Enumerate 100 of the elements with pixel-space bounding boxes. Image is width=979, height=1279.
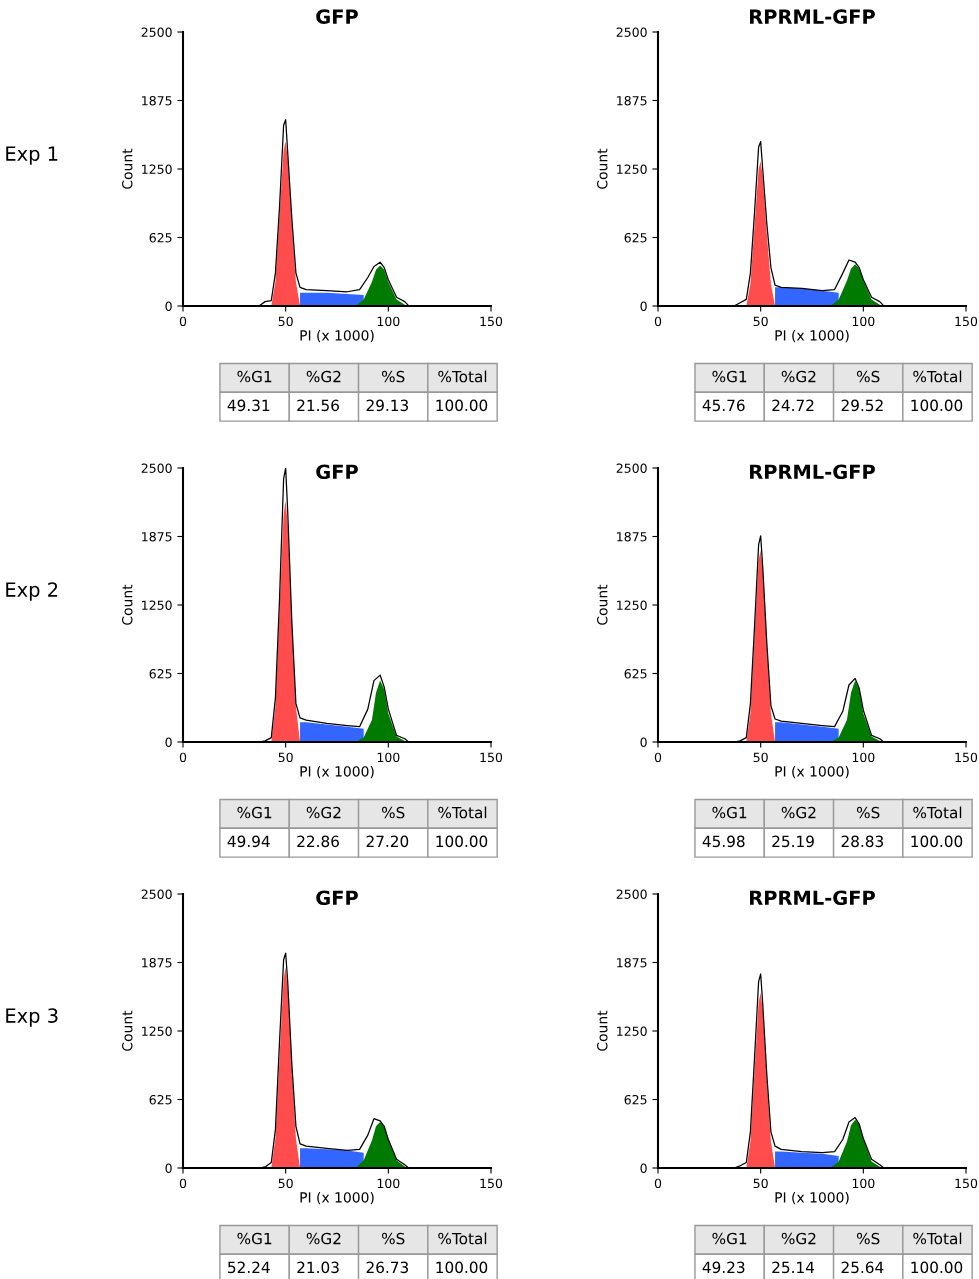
text: %S: [381, 806, 405, 819]
y-tick-label: 625: [149, 232, 172, 243]
chart-title: GFP: [316, 9, 358, 24]
text: 100.00: [436, 1261, 488, 1274]
text: 24.72: [772, 399, 814, 411]
y-tick-label: 1250: [142, 164, 172, 174]
chart-title: GFP: [316, 464, 358, 480]
x-tick-label: 0: [179, 752, 187, 763]
chart-title: RPRML-GFP: [750, 890, 875, 906]
x-tick-label: 150: [955, 752, 978, 763]
text: %Total: [438, 370, 487, 383]
y-tick-label: 0: [165, 301, 172, 311]
text: %S: [856, 806, 880, 819]
text: %S: [856, 1232, 880, 1245]
text: %Total: [438, 806, 487, 819]
x-axis-title: PI (x 1000): [300, 1191, 374, 1205]
x-tick-label: 150: [480, 752, 503, 763]
text: 45.76: [702, 399, 745, 412]
x-tick-label: 50: [278, 316, 293, 327]
y-axis-title: Count: [597, 1010, 608, 1051]
y-tick-label: 1875: [617, 531, 647, 542]
y-tick-label: 2500: [616, 463, 647, 473]
chart-title: GFP: [316, 890, 358, 906]
x-tick-label: 100: [377, 752, 400, 763]
text: 26.73: [366, 1261, 408, 1274]
y-tick-label: 2500: [616, 889, 647, 899]
y-tick-label: 1250: [617, 1026, 647, 1036]
text: %Total: [438, 1232, 487, 1245]
y-tick-label: 1875: [617, 957, 647, 968]
x-tick-label: 100: [852, 316, 875, 327]
y-tick-label: 625: [149, 1094, 172, 1105]
x-tick-label: 0: [179, 316, 187, 327]
x-axis-title: PI (x 1000): [300, 765, 374, 779]
text: Exp 1: [6, 146, 58, 165]
x-tick-label: 150: [480, 1178, 503, 1189]
text: 25.14: [772, 1261, 815, 1274]
y-tick-label: 0: [165, 737, 172, 747]
y-tick-label: 1875: [142, 957, 172, 968]
text: %Total: [913, 1232, 962, 1245]
x-tick-label: 50: [753, 1178, 768, 1189]
text: %G2: [781, 370, 816, 383]
x-axis-title: PI (x 1000): [300, 329, 374, 343]
text: %G2: [306, 370, 341, 383]
y-axis-title: Count: [122, 148, 133, 189]
text: %G1: [712, 370, 747, 383]
y-tick-label: 2500: [141, 463, 172, 473]
y-tick-label: 625: [624, 232, 647, 243]
x-axis-title: PI (x 1000): [775, 765, 849, 779]
x-axis-title: PI (x 1000): [775, 329, 849, 343]
y-axis-title: Count: [122, 584, 133, 625]
text: %G1: [237, 370, 272, 383]
y-tick-label: 1250: [142, 600, 172, 610]
text: 29.52: [841, 399, 883, 412]
text: 28.83: [841, 835, 883, 848]
y-tick-label: 1875: [617, 95, 647, 106]
text: 27.20: [366, 835, 409, 848]
y-tick-label: 625: [624, 1094, 647, 1105]
y-tick-label: 2500: [141, 27, 172, 37]
x-axis-title: PI (x 1000): [775, 1191, 849, 1205]
y-axis-title: Count: [597, 584, 608, 625]
text: 100.00: [911, 399, 963, 412]
x-tick-label: 50: [753, 316, 768, 327]
text: 100.00: [436, 835, 488, 848]
y-axis-title: Count: [122, 1010, 133, 1051]
x-tick-label: 0: [654, 1178, 662, 1189]
text: 25.64: [841, 1261, 884, 1274]
x-tick-label: 100: [852, 1178, 875, 1189]
x-tick-label: 50: [753, 752, 768, 763]
text: %S: [381, 370, 405, 383]
text: 100.00: [911, 1261, 963, 1274]
x-tick-label: 50: [278, 1178, 293, 1189]
text: %Total: [913, 806, 962, 819]
y-tick-label: 625: [149, 668, 172, 679]
y-tick-label: 2500: [141, 889, 172, 899]
text: 100.00: [911, 835, 963, 848]
y-tick-label: 0: [165, 1163, 172, 1173]
y-axis-title: Count: [597, 148, 608, 189]
text: 52.24: [228, 1261, 270, 1274]
y-tick-label: 1250: [617, 600, 647, 610]
x-tick-label: 100: [377, 316, 400, 327]
y-tick-label: 0: [640, 737, 647, 747]
x-tick-label: 50: [278, 752, 293, 763]
text: %S: [381, 1232, 405, 1245]
text: 29.13: [366, 399, 408, 412]
text: %G1: [237, 806, 272, 819]
text: 49.31: [227, 399, 270, 412]
text: %G1: [237, 1232, 272, 1245]
text: 25.19: [772, 835, 814, 848]
text: 49.94: [227, 835, 270, 848]
text: 100.00: [436, 399, 488, 412]
text: %G2: [781, 806, 816, 819]
text: 45.98: [702, 835, 745, 848]
y-tick-label: 1250: [142, 1026, 172, 1036]
text: %G1: [712, 806, 747, 819]
text: 49.23: [702, 1261, 745, 1274]
text: 22.86: [297, 835, 339, 848]
x-tick-label: 150: [480, 316, 503, 327]
x-tick-label: 0: [654, 316, 662, 327]
y-tick-label: 1875: [142, 531, 172, 542]
y-tick-label: 1875: [142, 95, 172, 106]
